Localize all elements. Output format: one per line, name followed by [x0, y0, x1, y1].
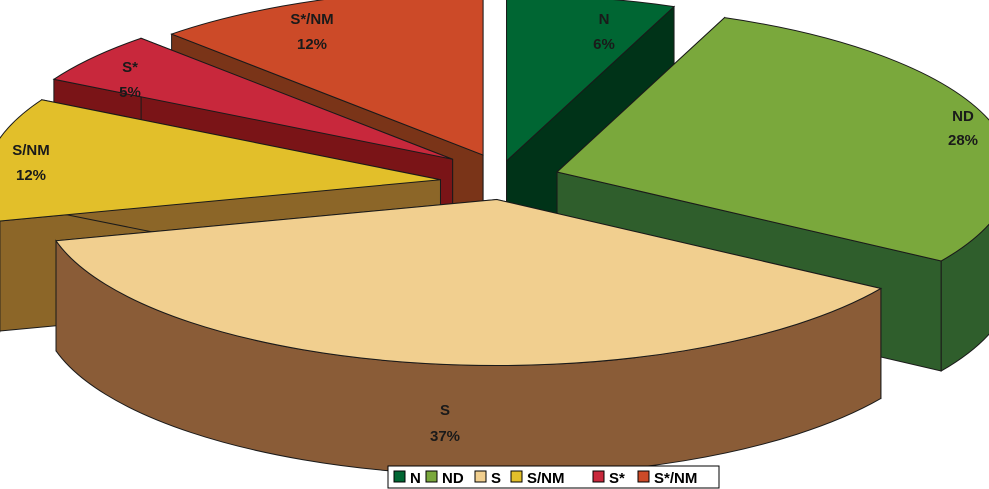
slice-N — [506, 0, 676, 273]
legend-text-S-NM: S/NM — [527, 470, 565, 487]
legend-item-S-star-NM: S*/NM — [637, 470, 697, 487]
label-S-star-NM-value: 12% — [297, 36, 327, 53]
slice-ND-top — [556, 17, 989, 262]
label-S-NM-name: S/NM — [12, 142, 50, 159]
slice-S-top — [55, 199, 883, 367]
label-ND: ND 28% — [948, 108, 978, 149]
label-N-value: 6% — [593, 36, 615, 53]
slice-S-NM-top — [0, 99, 441, 222]
legend-swatch-S-star-NM — [637, 470, 650, 483]
legend: N ND S S/NM S* S*/NM — [387, 465, 720, 489]
slice-ND-side-0 — [940, 223, 989, 372]
label-S-value: 37% — [430, 428, 460, 445]
legend-box — [387, 465, 720, 489]
legend-text-S-star-NM: S*/NM — [654, 470, 697, 487]
legend-swatch-S-star — [592, 470, 605, 483]
label-S-NM: S/NM 12% — [12, 142, 50, 184]
legend-item-ND: ND — [425, 470, 464, 487]
slice-S-star-NM-top — [170, 0, 484, 156]
label-ND-value: 28% — [948, 132, 978, 149]
label-S-star-NM: S*/NM 12% — [290, 11, 333, 53]
slice-N-top — [506, 0, 676, 163]
legend-item-S: S — [474, 470, 501, 487]
legend-swatch-N — [393, 470, 406, 483]
label-S-star-name: S* — [122, 59, 138, 76]
label-S-NM-value: 12% — [16, 167, 46, 184]
legend-text-S: S — [491, 470, 501, 487]
label-S: S 37% — [430, 402, 460, 445]
label-S-star-value: 5% — [119, 84, 141, 101]
legend-swatch-S — [474, 470, 487, 483]
label-S-star-NM-name: S*/NM — [290, 11, 333, 28]
label-S-name: S — [440, 402, 450, 419]
legend-item-N: N — [393, 470, 421, 487]
label-N: N 6% — [593, 11, 615, 53]
slice-S — [55, 198, 883, 477]
label-S-star: S* 5% — [119, 59, 141, 101]
pie-slices — [0, 0, 989, 477]
label-ND-name: ND — [952, 108, 974, 125]
label-N-name: N — [599, 11, 610, 28]
legend-item-S-star: S* — [592, 470, 625, 487]
legend-text-ND: ND — [442, 470, 464, 487]
legend-text-S-star: S* — [609, 470, 625, 487]
slice-S-star-top — [52, 37, 453, 160]
legend-text-N: N — [410, 470, 421, 487]
slice-labels: N 6% ND 28% S 37% S/NM 12% S* 5% S*/NM 1… — [12, 11, 978, 445]
legend-swatch-S-NM — [510, 470, 523, 483]
legend-swatch-ND — [425, 470, 438, 483]
legend-item-S-NM: S/NM — [510, 470, 565, 487]
